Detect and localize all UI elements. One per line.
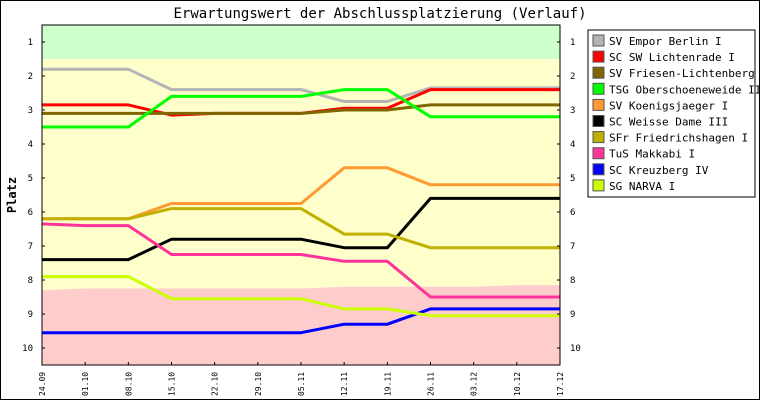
x-tick-label: 15.10	[168, 372, 177, 396]
series-line-8	[41, 222, 560, 299]
legend-label: SC Kreuzberg IV	[609, 164, 709, 177]
y-tick-label-right: 3	[570, 106, 575, 116]
series-line-1	[42, 67, 560, 103]
legend-label: SG NARVA I	[609, 180, 675, 193]
x-tick-label: 03.12	[470, 372, 479, 396]
x-tick-label: 17.12	[556, 372, 565, 396]
legend-swatch	[592, 147, 605, 160]
y-tick-label-right: 9	[570, 310, 575, 320]
y-tick-label-right: 6	[570, 208, 575, 218]
x-tick-label: 08.10	[124, 372, 133, 396]
x-tick-label: 01.10	[81, 372, 90, 396]
legend-label: SV Friesen-Lichtenberg I	[609, 67, 760, 80]
y-tick-label-left: 2	[28, 72, 33, 82]
legend-swatch	[592, 34, 605, 47]
series-line-6	[42, 196, 560, 262]
y-tick-label-left: 1	[28, 38, 33, 48]
y-tick-label-left: 10	[22, 344, 33, 354]
legend-swatch	[592, 131, 605, 144]
legend: SV Empor Berlin I SC SW Lichtenrade I SV F…	[587, 29, 760, 198]
series-layer	[41, 67, 560, 335]
y-tick-label-left: 6	[28, 208, 33, 218]
y-axis-label: Platz	[5, 177, 19, 213]
legend-swatch	[592, 179, 605, 192]
legend-label: TSG Oberschoeneweide II	[609, 83, 760, 96]
y-tick-label-right: 10	[570, 344, 581, 354]
y-tick-label-right: 4	[570, 140, 575, 150]
zone-relegation	[42, 285, 560, 365]
y-tick-label-right: 5	[570, 174, 575, 184]
series-line-10	[42, 275, 560, 318]
x-tick-label: 05.11	[297, 372, 306, 396]
series-line-4	[42, 88, 560, 129]
y-tick-label-left: 4	[28, 140, 33, 150]
legend-label: SV Koenigsjaeger I	[609, 99, 728, 112]
x-tick-label: 26.11	[427, 372, 436, 396]
y-tick-label-right: 2	[570, 72, 575, 82]
series-line-3	[42, 103, 560, 115]
legend-swatch	[592, 66, 605, 79]
y-tick-label-right: 1	[570, 38, 575, 48]
ticks-layer: 1 1 2 2 3 3 4 4 5 5 6 6 7 7 8 8 9 9 10 10 24.09 01.10 08.10 15.…	[22, 38, 581, 396]
legend-label: SC SW Lichtenrade I	[609, 51, 735, 64]
chart-title: Erwartungswert der Abschlussplatzierung …	[173, 6, 586, 22]
legend-box	[587, 29, 756, 198]
legend-swatch	[592, 50, 605, 63]
x-tick-label: 24.09	[38, 372, 47, 396]
legend-label: SV Empor Berlin I	[609, 35, 722, 48]
series-line-7	[42, 207, 560, 250]
series-line-9	[42, 307, 560, 335]
y-tick-label-left: 3	[28, 106, 33, 116]
y-tick-label-right: 8	[570, 276, 575, 286]
legend-swatch	[592, 98, 605, 111]
y-tick-label-left: 7	[28, 242, 33, 252]
legend-label: TuS Makkabi I	[609, 148, 695, 161]
y-tick-label-left: 9	[28, 310, 33, 320]
y-tick-label-right: 7	[570, 242, 575, 252]
legend-label: SC Weisse Dame III	[609, 116, 728, 129]
zone-promotion	[42, 25, 560, 59]
x-tick-label: 29.10	[254, 372, 263, 396]
legend-swatch	[592, 82, 605, 95]
zones-layer	[42, 25, 560, 365]
legend-swatch	[592, 115, 605, 127]
x-tick-label: 19.11	[383, 372, 392, 396]
x-tick-label: 10.12	[513, 372, 522, 396]
y-tick-label-left: 5	[28, 174, 33, 184]
legend-swatch	[592, 163, 605, 176]
x-tick-label: 22.10	[211, 372, 220, 396]
legend-label: SFr Friedrichshagen I	[609, 132, 748, 145]
y-tick-label-left: 8	[28, 276, 33, 286]
x-tick-label: 12.11	[340, 372, 349, 396]
